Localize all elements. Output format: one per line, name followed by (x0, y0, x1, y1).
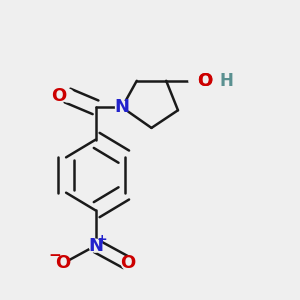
Circle shape (189, 74, 202, 87)
Circle shape (189, 74, 202, 87)
Circle shape (61, 89, 74, 102)
Text: O: O (197, 72, 212, 90)
Text: O: O (197, 72, 213, 90)
Text: N: N (88, 237, 103, 255)
Text: +: + (97, 233, 107, 246)
Text: O: O (120, 254, 136, 272)
Text: N: N (115, 98, 130, 116)
Text: O: O (51, 86, 66, 104)
Circle shape (57, 257, 70, 270)
Circle shape (116, 101, 128, 114)
Circle shape (122, 257, 134, 270)
Circle shape (89, 239, 102, 252)
Text: −: − (49, 248, 61, 263)
Text: H: H (219, 72, 233, 90)
Text: O: O (56, 254, 71, 272)
